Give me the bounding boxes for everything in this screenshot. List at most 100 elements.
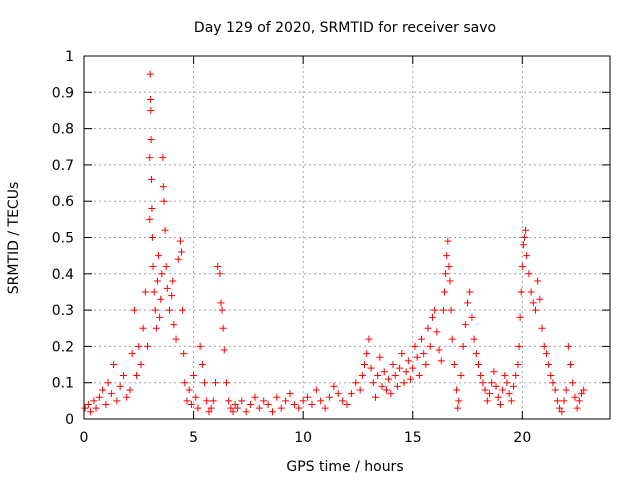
data-point (492, 382, 500, 390)
data-point (536, 295, 544, 303)
data-point (466, 288, 474, 296)
data-point (123, 393, 131, 401)
data-point (84, 400, 92, 408)
data-point (113, 397, 121, 405)
y-tick-label: 0 (65, 412, 74, 428)
data-point (155, 252, 163, 260)
data-point (521, 234, 529, 241)
data-point (159, 183, 167, 191)
data-point (567, 361, 575, 369)
data-point (522, 226, 530, 234)
data-point (148, 175, 156, 183)
data-point (146, 154, 154, 162)
data-point (321, 404, 329, 412)
data-point (325, 393, 333, 401)
data-point (358, 371, 366, 379)
data-point (147, 106, 155, 114)
data-point (571, 393, 579, 401)
data-point (556, 404, 564, 412)
data-point (481, 386, 489, 394)
data-point (488, 379, 496, 387)
data-point (501, 371, 509, 379)
data-point (448, 335, 456, 343)
data-point (130, 306, 138, 314)
data-point (378, 382, 386, 390)
data-point (201, 379, 209, 387)
data-point (389, 361, 397, 369)
data-point (170, 321, 178, 329)
data-point (218, 306, 226, 314)
y-tick-label: 0.2 (52, 339, 74, 355)
data-point (205, 408, 213, 416)
data-point (107, 390, 115, 398)
data-point (255, 404, 263, 412)
data-point (99, 386, 107, 394)
data-point (515, 342, 523, 350)
data-point (443, 252, 451, 260)
data-point (312, 386, 320, 394)
data-point (393, 382, 401, 390)
data-point (531, 306, 539, 314)
data-point (442, 270, 450, 278)
y-tick-label: 0.5 (52, 231, 74, 247)
data-point (95, 393, 103, 401)
data-point (176, 237, 184, 245)
data-point (194, 404, 202, 412)
data-point (398, 350, 406, 358)
data-point (308, 400, 316, 408)
data-point (116, 382, 124, 390)
data-point (385, 375, 393, 383)
data-point (104, 379, 112, 387)
y-tick-label: 0.6 (52, 194, 74, 210)
data-point (147, 135, 155, 143)
axis-ticks: 00.10.20.30.40.50.60.70.80.910 5 10 15 20 (52, 49, 610, 446)
x-tick-label: 0 (80, 430, 89, 446)
data-point (152, 324, 160, 332)
data-point (426, 342, 434, 350)
data-point (363, 350, 371, 358)
data-point (231, 400, 239, 408)
data-point (365, 335, 373, 343)
data-point (339, 397, 347, 405)
data-point (447, 306, 455, 314)
data-point (149, 263, 157, 271)
data-point (578, 390, 586, 398)
data-point (162, 263, 170, 271)
data-point (330, 382, 338, 390)
data-point (470, 335, 478, 343)
data-point (485, 390, 493, 398)
data-point (135, 342, 143, 350)
y-tick-label: 0.4 (52, 267, 74, 283)
y-tick-label: 0.9 (52, 85, 74, 101)
data-point (196, 342, 204, 350)
data-point (527, 288, 535, 296)
data-point (174, 255, 182, 263)
data-point (562, 386, 570, 394)
data-point (217, 299, 225, 307)
data-point (207, 404, 215, 412)
data-point (549, 379, 557, 387)
data-point (209, 397, 217, 405)
data-point (382, 386, 390, 394)
data-point (334, 390, 342, 398)
data-point (81, 404, 89, 412)
data-point (413, 353, 421, 361)
data-point (367, 364, 375, 372)
data-point (545, 361, 553, 369)
data-point (126, 386, 134, 394)
data-point (151, 306, 159, 314)
data-point (464, 299, 472, 307)
data-point (534, 277, 542, 285)
x-tick-label: 10 (294, 430, 312, 446)
data-point (247, 400, 255, 408)
data-point (369, 379, 377, 387)
data-point (547, 371, 555, 379)
data-point (158, 270, 166, 278)
data-point (212, 379, 219, 387)
data-point (304, 393, 312, 401)
data-point (415, 371, 423, 379)
data-point (450, 361, 458, 369)
data-point (431, 306, 439, 314)
data-point (517, 288, 525, 296)
y-tick-label: 0.7 (52, 158, 74, 174)
